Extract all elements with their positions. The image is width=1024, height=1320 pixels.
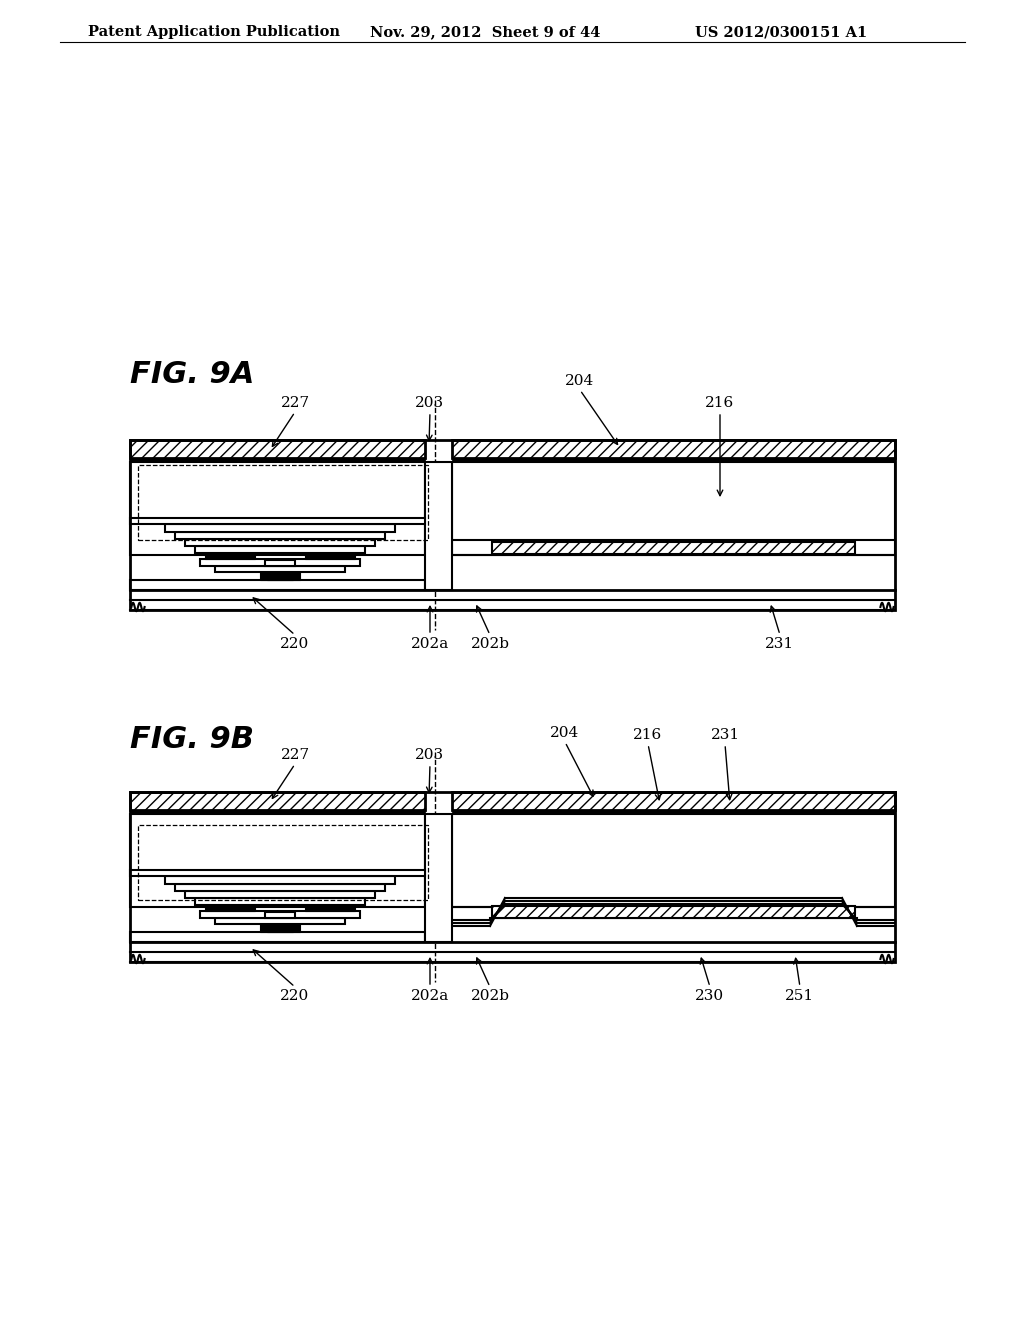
Bar	[130, 932, 425, 942]
Bar	[138, 465, 428, 540]
Bar	[426, 814, 451, 941]
Bar	[452, 810, 895, 814]
Text: 202b: 202b	[470, 638, 510, 651]
Bar	[492, 543, 855, 554]
Text: 220: 220	[281, 989, 309, 1003]
Text: US 2012/0300151 A1: US 2012/0300151 A1	[695, 25, 867, 40]
Bar	[425, 814, 452, 942]
Bar	[305, 553, 355, 558]
Text: 230: 230	[695, 989, 725, 1003]
Bar	[215, 566, 345, 572]
Bar	[185, 539, 375, 546]
Text: 202b: 202b	[470, 989, 510, 1003]
Bar	[452, 462, 895, 554]
Bar	[130, 792, 895, 962]
Bar	[452, 462, 895, 554]
Text: FIG. 9A: FIG. 9A	[130, 360, 254, 389]
Text: Nov. 29, 2012  Sheet 9 of 44: Nov. 29, 2012 Sheet 9 of 44	[370, 25, 600, 40]
Bar	[305, 906, 355, 911]
Bar	[130, 814, 425, 907]
Text: 203: 203	[416, 748, 444, 762]
Bar	[452, 814, 895, 907]
Bar	[185, 891, 375, 898]
Bar	[130, 440, 895, 610]
Bar	[175, 532, 385, 539]
Bar	[425, 462, 452, 590]
Bar	[492, 906, 855, 917]
Text: FIG. 9B: FIG. 9B	[130, 725, 254, 754]
Bar	[452, 792, 895, 810]
Bar	[165, 524, 395, 532]
Text: Patent Application Publication: Patent Application Publication	[88, 25, 340, 40]
Text: 203: 203	[416, 396, 444, 411]
Bar	[130, 458, 425, 462]
Text: 227: 227	[281, 396, 309, 411]
Bar	[138, 825, 428, 900]
Bar	[215, 917, 345, 924]
Bar	[452, 440, 895, 458]
Bar	[267, 924, 293, 932]
Bar	[426, 462, 451, 589]
Bar	[130, 870, 425, 876]
Bar	[267, 572, 293, 579]
Text: 231: 231	[711, 729, 739, 742]
Bar	[130, 579, 425, 590]
Bar	[130, 462, 425, 554]
Bar	[130, 810, 425, 814]
Bar	[260, 572, 300, 579]
Bar	[200, 558, 360, 566]
Bar	[130, 814, 425, 907]
Bar	[165, 876, 395, 884]
Bar	[195, 898, 365, 906]
Text: 251: 251	[785, 989, 814, 1003]
Text: 227: 227	[281, 748, 309, 762]
Bar	[452, 814, 895, 907]
Text: 231: 231	[765, 638, 795, 651]
Bar	[200, 911, 360, 917]
Bar	[265, 912, 295, 917]
Bar	[260, 924, 300, 932]
Bar	[130, 462, 425, 554]
Bar	[130, 792, 425, 810]
Text: 202a: 202a	[411, 989, 450, 1003]
Bar	[452, 458, 895, 462]
Text: 202a: 202a	[411, 638, 450, 651]
Bar	[205, 906, 255, 911]
Text: 220: 220	[281, 638, 309, 651]
Bar	[195, 546, 365, 553]
Text: 204: 204	[550, 726, 580, 741]
Bar	[265, 560, 295, 566]
Bar	[130, 517, 425, 524]
Bar	[175, 884, 385, 891]
Bar	[130, 440, 425, 458]
Text: 216: 216	[634, 729, 663, 742]
Text: 204: 204	[565, 374, 595, 388]
Bar	[205, 553, 255, 558]
Text: 216: 216	[706, 396, 734, 411]
